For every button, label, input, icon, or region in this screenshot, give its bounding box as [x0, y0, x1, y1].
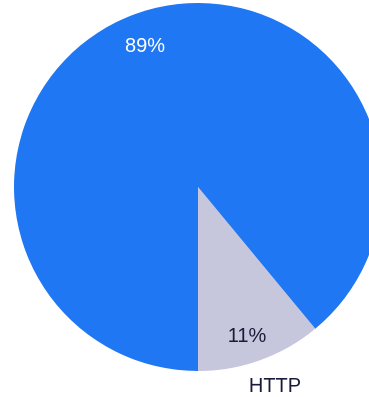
pie-slice-http	[198, 187, 316, 371]
pie-slice-slice-0	[14, 3, 369, 371]
slice-percent-label: 89%	[125, 35, 165, 57]
slice-percent-label: 11%	[228, 325, 267, 347]
slices-layer	[14, 3, 369, 371]
slice-category-label-http: HTTP	[249, 375, 301, 397]
labels-layer: 89% 11% HTTP	[125, 35, 301, 397]
